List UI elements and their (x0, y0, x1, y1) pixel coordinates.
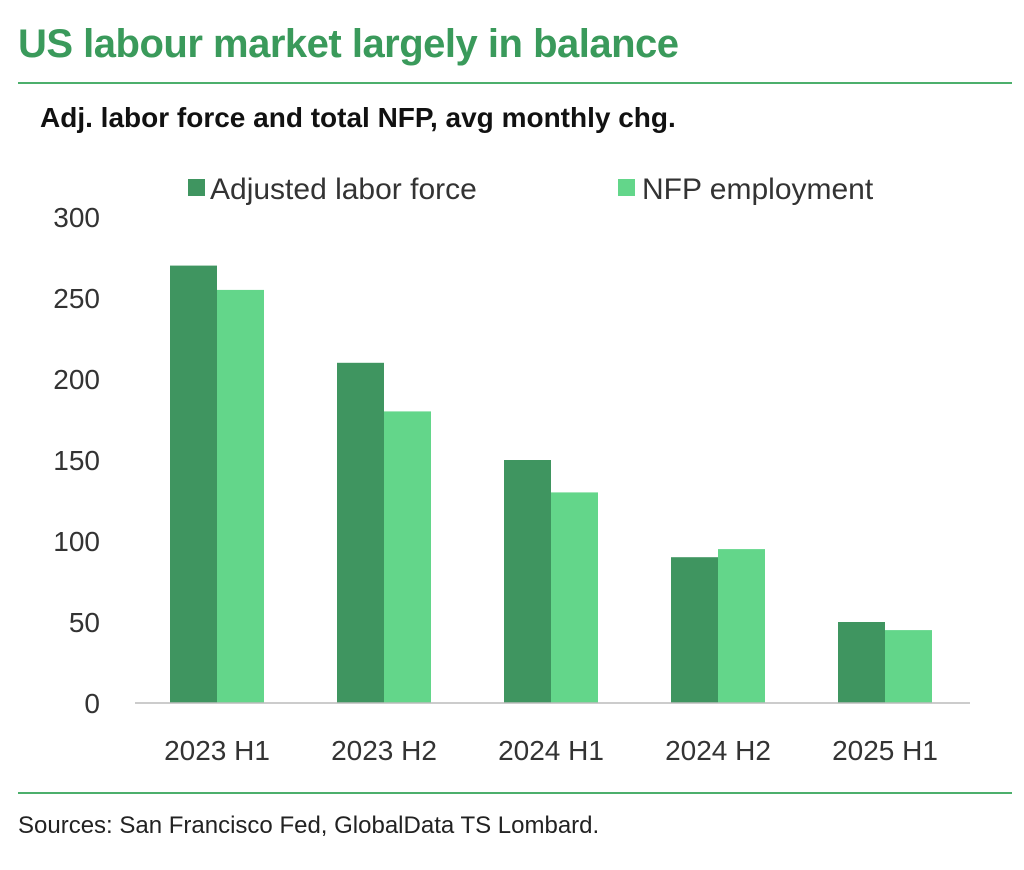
y-tick-label: 300 (53, 202, 100, 233)
bar-adjusted-labor-force (337, 362, 384, 703)
y-tick-label: 150 (53, 445, 100, 476)
bar-nfp-employment (885, 630, 932, 703)
chart-subtitle: Adj. labor force and total NFP, avg mont… (40, 102, 676, 133)
x-tick-label: 2023 H1 (164, 735, 270, 766)
bar-adjusted-labor-force (504, 460, 551, 703)
x-tick-label: 2024 H1 (498, 735, 604, 766)
bar-adjusted-labor-force (671, 557, 718, 703)
bar-nfp-employment (718, 549, 765, 703)
chart-title: US labour market largely in balance (18, 22, 679, 66)
y-tick-label: 50 (69, 607, 100, 638)
bar-nfp-employment (217, 289, 264, 703)
y-tick-label: 0 (84, 688, 100, 719)
legend-label-adjusted-labor-force: Adjusted labor force (210, 173, 477, 206)
legend-swatch-nfp-employment (618, 179, 635, 196)
bar-adjusted-labor-force (170, 265, 217, 703)
bar-adjusted-labor-force (838, 622, 885, 703)
footer-divider (18, 792, 1012, 794)
source-note: Sources: San Francisco Fed, GlobalData T… (18, 812, 600, 839)
header-divider (18, 82, 1012, 84)
x-tick-label: 2024 H2 (665, 735, 771, 766)
bar-nfp-employment (384, 411, 431, 703)
x-tick-label: 2023 H2 (331, 735, 437, 766)
bar-chart: 0 50 100 150 200 250 300 2023 H1 2023 H2 2024 H1 2… (53, 173, 970, 766)
legend-label-nfp-employment: NFP employment (642, 173, 874, 206)
x-tick-label: 2025 H1 (832, 735, 938, 766)
bar-nfp-employment (551, 492, 598, 703)
y-tick-label: 100 (53, 526, 100, 557)
y-tick-label: 250 (53, 283, 100, 314)
y-tick-label: 200 (53, 364, 100, 395)
legend-swatch-adjusted-labor-force (188, 179, 205, 196)
